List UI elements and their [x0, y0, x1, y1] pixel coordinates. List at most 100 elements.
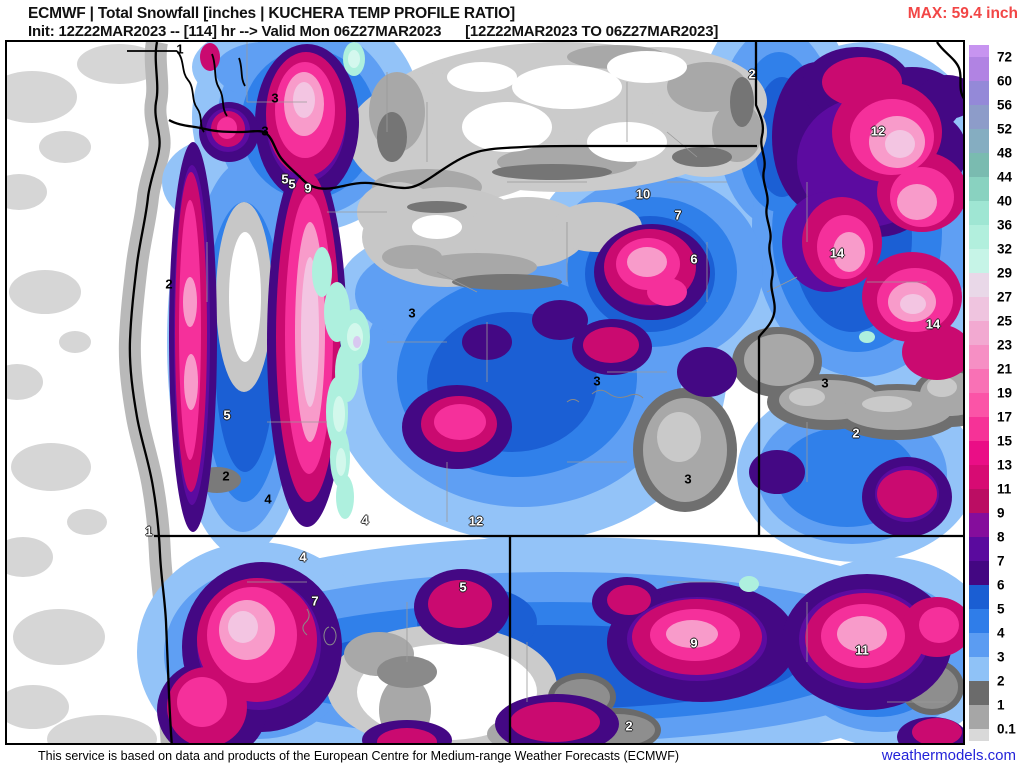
map-value-label: 2 [165, 276, 173, 292]
colorbar-segment-60 [969, 81, 989, 105]
colorbar-segment-4 [969, 633, 989, 657]
map-value-label: 2 [625, 718, 633, 734]
map-value-label: 3 [684, 471, 692, 487]
colorbar-label-32: 32 [997, 241, 1013, 257]
map-value-label: 7 [674, 207, 682, 223]
colorbar-label-56: 56 [997, 97, 1013, 113]
colorbar-label-60: 60 [997, 73, 1013, 89]
colorbar-segment-9 [969, 513, 989, 537]
colorbar-cap [969, 45, 989, 57]
colorbar-label-11: 11 [997, 481, 1012, 497]
cyan-crest-band [312, 42, 875, 592]
snowfall-field-image [7, 42, 963, 743]
colorbar-segment-3 [969, 657, 989, 681]
page-title: ECMWF | Total Snowfall [inches | KUCHERA… [28, 5, 515, 22]
map-value-label: 2 [852, 425, 860, 441]
colorbar-label-48: 48 [997, 145, 1013, 161]
colorbar-segment-21 [969, 369, 989, 393]
attribution-text: This service is based on data and produc… [38, 749, 680, 763]
map-value-label: 1 [145, 523, 153, 539]
colorbar-segment-27 [969, 297, 989, 321]
colorbar-segment-52 [969, 129, 989, 153]
colorbar-segment-19 [969, 393, 989, 417]
map-value-label: 3 [261, 123, 269, 139]
colorbar-label-0.1: 0.1 [997, 721, 1016, 737]
map-value-label: 12 [870, 123, 886, 139]
map-value-label: 2 [222, 468, 230, 484]
gray-low-snow-features [193, 42, 963, 743]
puget-sound-inlets [127, 50, 246, 133]
county-borders [206, 42, 947, 703]
colorbar-segment-40 [969, 201, 989, 225]
map-value-label: 12 [468, 513, 484, 529]
id-mt-border [936, 42, 963, 99]
colorbar-label-27: 27 [997, 289, 1013, 305]
colorbar-segment-6 [969, 585, 989, 609]
map-value-label: 6 [690, 251, 698, 267]
map-value-label: 2 [748, 66, 756, 82]
map-value-label: 5 [281, 171, 289, 187]
map-value-label: 3 [821, 375, 829, 391]
colorbar-segment-72 [969, 57, 989, 81]
colorbar-label-44: 44 [997, 169, 1013, 185]
coastline [128, 42, 173, 743]
colorbar-label-9: 9 [997, 505, 1005, 521]
colorbar-segments [969, 45, 989, 741]
map-value-label: 5 [459, 579, 467, 595]
colorbar-label-21: 21 [997, 361, 1013, 377]
pale-pink-field [228, 82, 926, 643]
max-value-badge: MAX: 59.4 inch [907, 5, 1018, 22]
map-value-label: 4 [361, 512, 369, 528]
colorbar-label-5: 5 [997, 601, 1005, 617]
wa-or-border-columbia-river [168, 118, 757, 190]
colorbar-label-6: 6 [997, 577, 1005, 593]
colorbar-label-7: 7 [997, 553, 1005, 569]
map-value-label: 4 [264, 491, 272, 507]
colorbar-label-3: 3 [997, 649, 1005, 665]
colorbar-segment-13 [969, 465, 989, 489]
weathermodels-link[interactable]: weathermodels.com [881, 747, 1016, 764]
colorbar-segment-48 [969, 153, 989, 177]
colorbar-segment-17 [969, 417, 989, 441]
state-borders [127, 42, 963, 743]
map-value-label: 5 [223, 407, 231, 423]
colorbar-label-15: 15 [997, 433, 1013, 449]
colorbar-segment-5 [969, 609, 989, 633]
colorbar-label-13: 13 [997, 457, 1013, 473]
colorbar-segment-8 [969, 537, 989, 561]
colorbar-label-2: 2 [997, 673, 1005, 689]
map-value-label: 7 [311, 593, 319, 609]
map-value-label: 4 [299, 549, 307, 565]
snowfall-map: 1 3 3 5 5 9 2 12 10 7 6 14 14 2 3 3 3 2 5 2 4 3 4 12 1 4 5 7 9 11 2 [5, 40, 965, 745]
colorbar-segment-36 [969, 225, 989, 249]
colorbar-segment-0.1 [969, 729, 989, 741]
footer: This service is based on data and produc… [0, 746, 1024, 768]
colorbar-label-40: 40 [997, 193, 1013, 209]
map-value-label: 1 [176, 41, 184, 57]
colorbar-label-72: 72 [997, 49, 1013, 65]
map-value-label: 9 [690, 635, 698, 651]
colorbar-label-36: 36 [997, 217, 1013, 233]
colorbar-label-52: 52 [997, 121, 1013, 137]
lake-outlines [302, 389, 644, 646]
map-value-label: 14 [829, 245, 845, 261]
colorbar-segment-7 [969, 561, 989, 585]
map-value-label: 3 [593, 373, 601, 389]
colorbar-segment-2 [969, 681, 989, 705]
colorbar-segment-29 [969, 273, 989, 297]
colorbar-segment-15 [969, 441, 989, 465]
colorbar-segment-44 [969, 177, 989, 201]
map-value-label: 5 [288, 176, 296, 192]
colorbar-segment-32 [969, 249, 989, 273]
colorbar-segment-56 [969, 105, 989, 129]
colorbar-label-4: 4 [997, 625, 1005, 641]
idaho-border-snake-river [754, 42, 776, 536]
map-value-label: 10 [635, 186, 651, 202]
colorbar-label-23: 23 [997, 337, 1013, 353]
colorbar-label-19: 19 [997, 385, 1013, 401]
map-value-label: 9 [304, 180, 312, 196]
colorbar-segment-23 [969, 345, 989, 369]
snowfall-colorbar: 72 60 56 52 48 44 40 36 32 29 27 25 23 21 19 17 15 13 11 9 8… [969, 45, 1016, 741]
map-value-label: 11 [855, 642, 869, 658]
map-value-label: 14 [925, 316, 941, 332]
